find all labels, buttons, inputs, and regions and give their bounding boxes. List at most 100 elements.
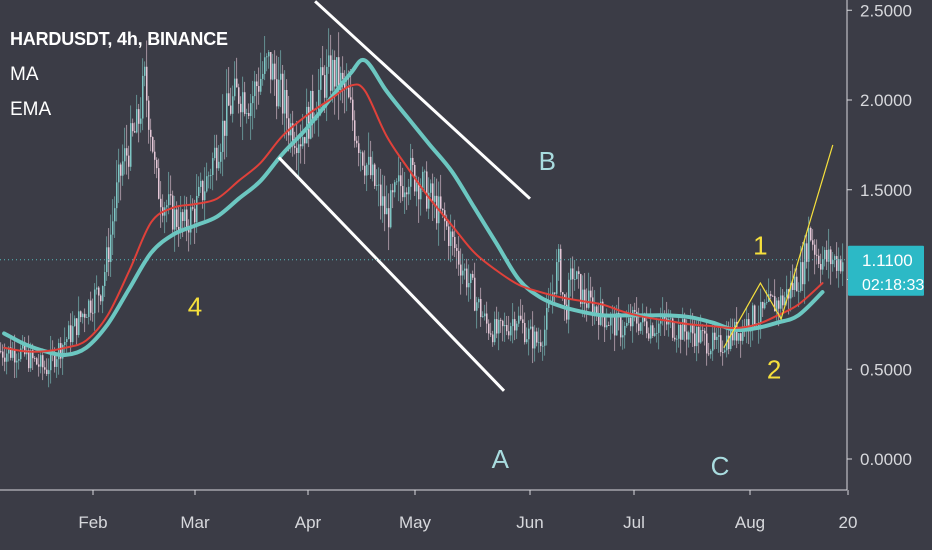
- ma-legend-label[interactable]: MA: [10, 64, 39, 85]
- candle-body: [638, 323, 640, 331]
- candle-body: [710, 350, 712, 355]
- candle-body: [504, 325, 506, 327]
- candle-body: [538, 342, 540, 344]
- candle-body: [122, 161, 124, 176]
- candle-body: [520, 315, 522, 320]
- candle-body: [454, 236, 456, 249]
- candle-body: [474, 277, 476, 311]
- candle-body: [772, 295, 774, 297]
- candle-body: [126, 148, 128, 156]
- candle-body: [284, 90, 286, 114]
- candle-body: [748, 319, 750, 332]
- candle-body: [606, 325, 608, 328]
- candle-body: [182, 212, 184, 221]
- candle-body: [604, 315, 606, 328]
- candle-body: [524, 322, 526, 343]
- candle-body: [102, 285, 104, 302]
- candle-body: [450, 231, 452, 246]
- candle-body: [670, 318, 672, 320]
- candle-body: [490, 333, 492, 335]
- candle-body: [168, 194, 170, 206]
- ema-legend-label[interactable]: EMA: [10, 99, 52, 120]
- candle-body: [594, 306, 596, 317]
- candle-body: [700, 330, 702, 343]
- candle-body: [610, 316, 612, 326]
- candle-body: [562, 292, 564, 295]
- candle-body: [20, 348, 22, 360]
- candle-body: [698, 326, 700, 343]
- candle-body: [824, 249, 826, 260]
- candle-body: [690, 325, 692, 333]
- candle-body: [362, 152, 364, 166]
- candles: [0, 28, 844, 388]
- candle-body: [98, 287, 100, 296]
- candle-body: [424, 171, 426, 173]
- candle-body: [592, 297, 594, 317]
- candle-body: [404, 192, 406, 198]
- candle-body: [766, 301, 768, 303]
- candle-body: [718, 335, 720, 337]
- symbol-title[interactable]: HARDUSDT, 4h, BINANCE: [10, 29, 228, 49]
- candle-body: [634, 309, 636, 312]
- candle-body: [486, 313, 488, 324]
- candle-body: [676, 338, 678, 340]
- candle-body: [378, 184, 380, 186]
- candle-body: [464, 268, 466, 271]
- candle-body: [608, 325, 610, 326]
- candle-body: [194, 208, 196, 223]
- candle-body: [784, 297, 786, 306]
- candle-body: [72, 326, 74, 343]
- candle-body: [430, 183, 432, 193]
- candle-body: [794, 276, 796, 290]
- candle-body: [42, 355, 44, 368]
- candle-body: [390, 190, 392, 228]
- candle-body: [174, 209, 176, 230]
- candle-body: [244, 92, 246, 114]
- x-tick-label: 20: [839, 513, 858, 532]
- candle-body: [226, 93, 228, 136]
- candle-body: [276, 79, 278, 107]
- candle-body: [270, 52, 272, 80]
- candle-body: [60, 343, 62, 359]
- candle-body: [380, 184, 382, 206]
- candle-body: [224, 120, 226, 136]
- candle-body: [384, 196, 386, 215]
- x-tick-label: Jul: [623, 513, 645, 532]
- candle-body: [570, 268, 572, 280]
- candle-body: [292, 123, 294, 147]
- candle-body: [408, 186, 410, 195]
- candle-body: [166, 205, 168, 208]
- candle-body: [220, 151, 222, 162]
- annotation-label: B: [539, 146, 556, 176]
- trendline-channel-lower: [277, 156, 506, 392]
- candle-body: [394, 182, 396, 193]
- candle-body: [738, 333, 740, 341]
- candle-body: [622, 335, 624, 338]
- candle-body: [814, 244, 816, 255]
- candle-body: [632, 309, 634, 327]
- candle-body: [272, 63, 274, 80]
- candle-body: [326, 66, 328, 98]
- candle-body: [398, 175, 400, 182]
- candle-body: [282, 73, 284, 114]
- candle-body: [140, 118, 142, 124]
- annotation-label: A: [492, 444, 510, 474]
- candle-body: [90, 300, 92, 313]
- candle-body: [468, 282, 470, 288]
- candle-body: [6, 353, 8, 362]
- candle-body: [566, 304, 568, 320]
- candle-body: [154, 151, 156, 160]
- candle-body: [50, 350, 52, 371]
- candle-body: [818, 255, 820, 265]
- candle-body: [118, 164, 120, 183]
- candle-body: [740, 333, 742, 341]
- candle-body: [434, 195, 436, 202]
- candle-body: [628, 317, 630, 323]
- candle-body: [500, 319, 502, 321]
- candle-body: [540, 342, 542, 347]
- candle-body: [266, 56, 268, 58]
- candle-body: [382, 196, 384, 206]
- candle-body: [338, 57, 340, 91]
